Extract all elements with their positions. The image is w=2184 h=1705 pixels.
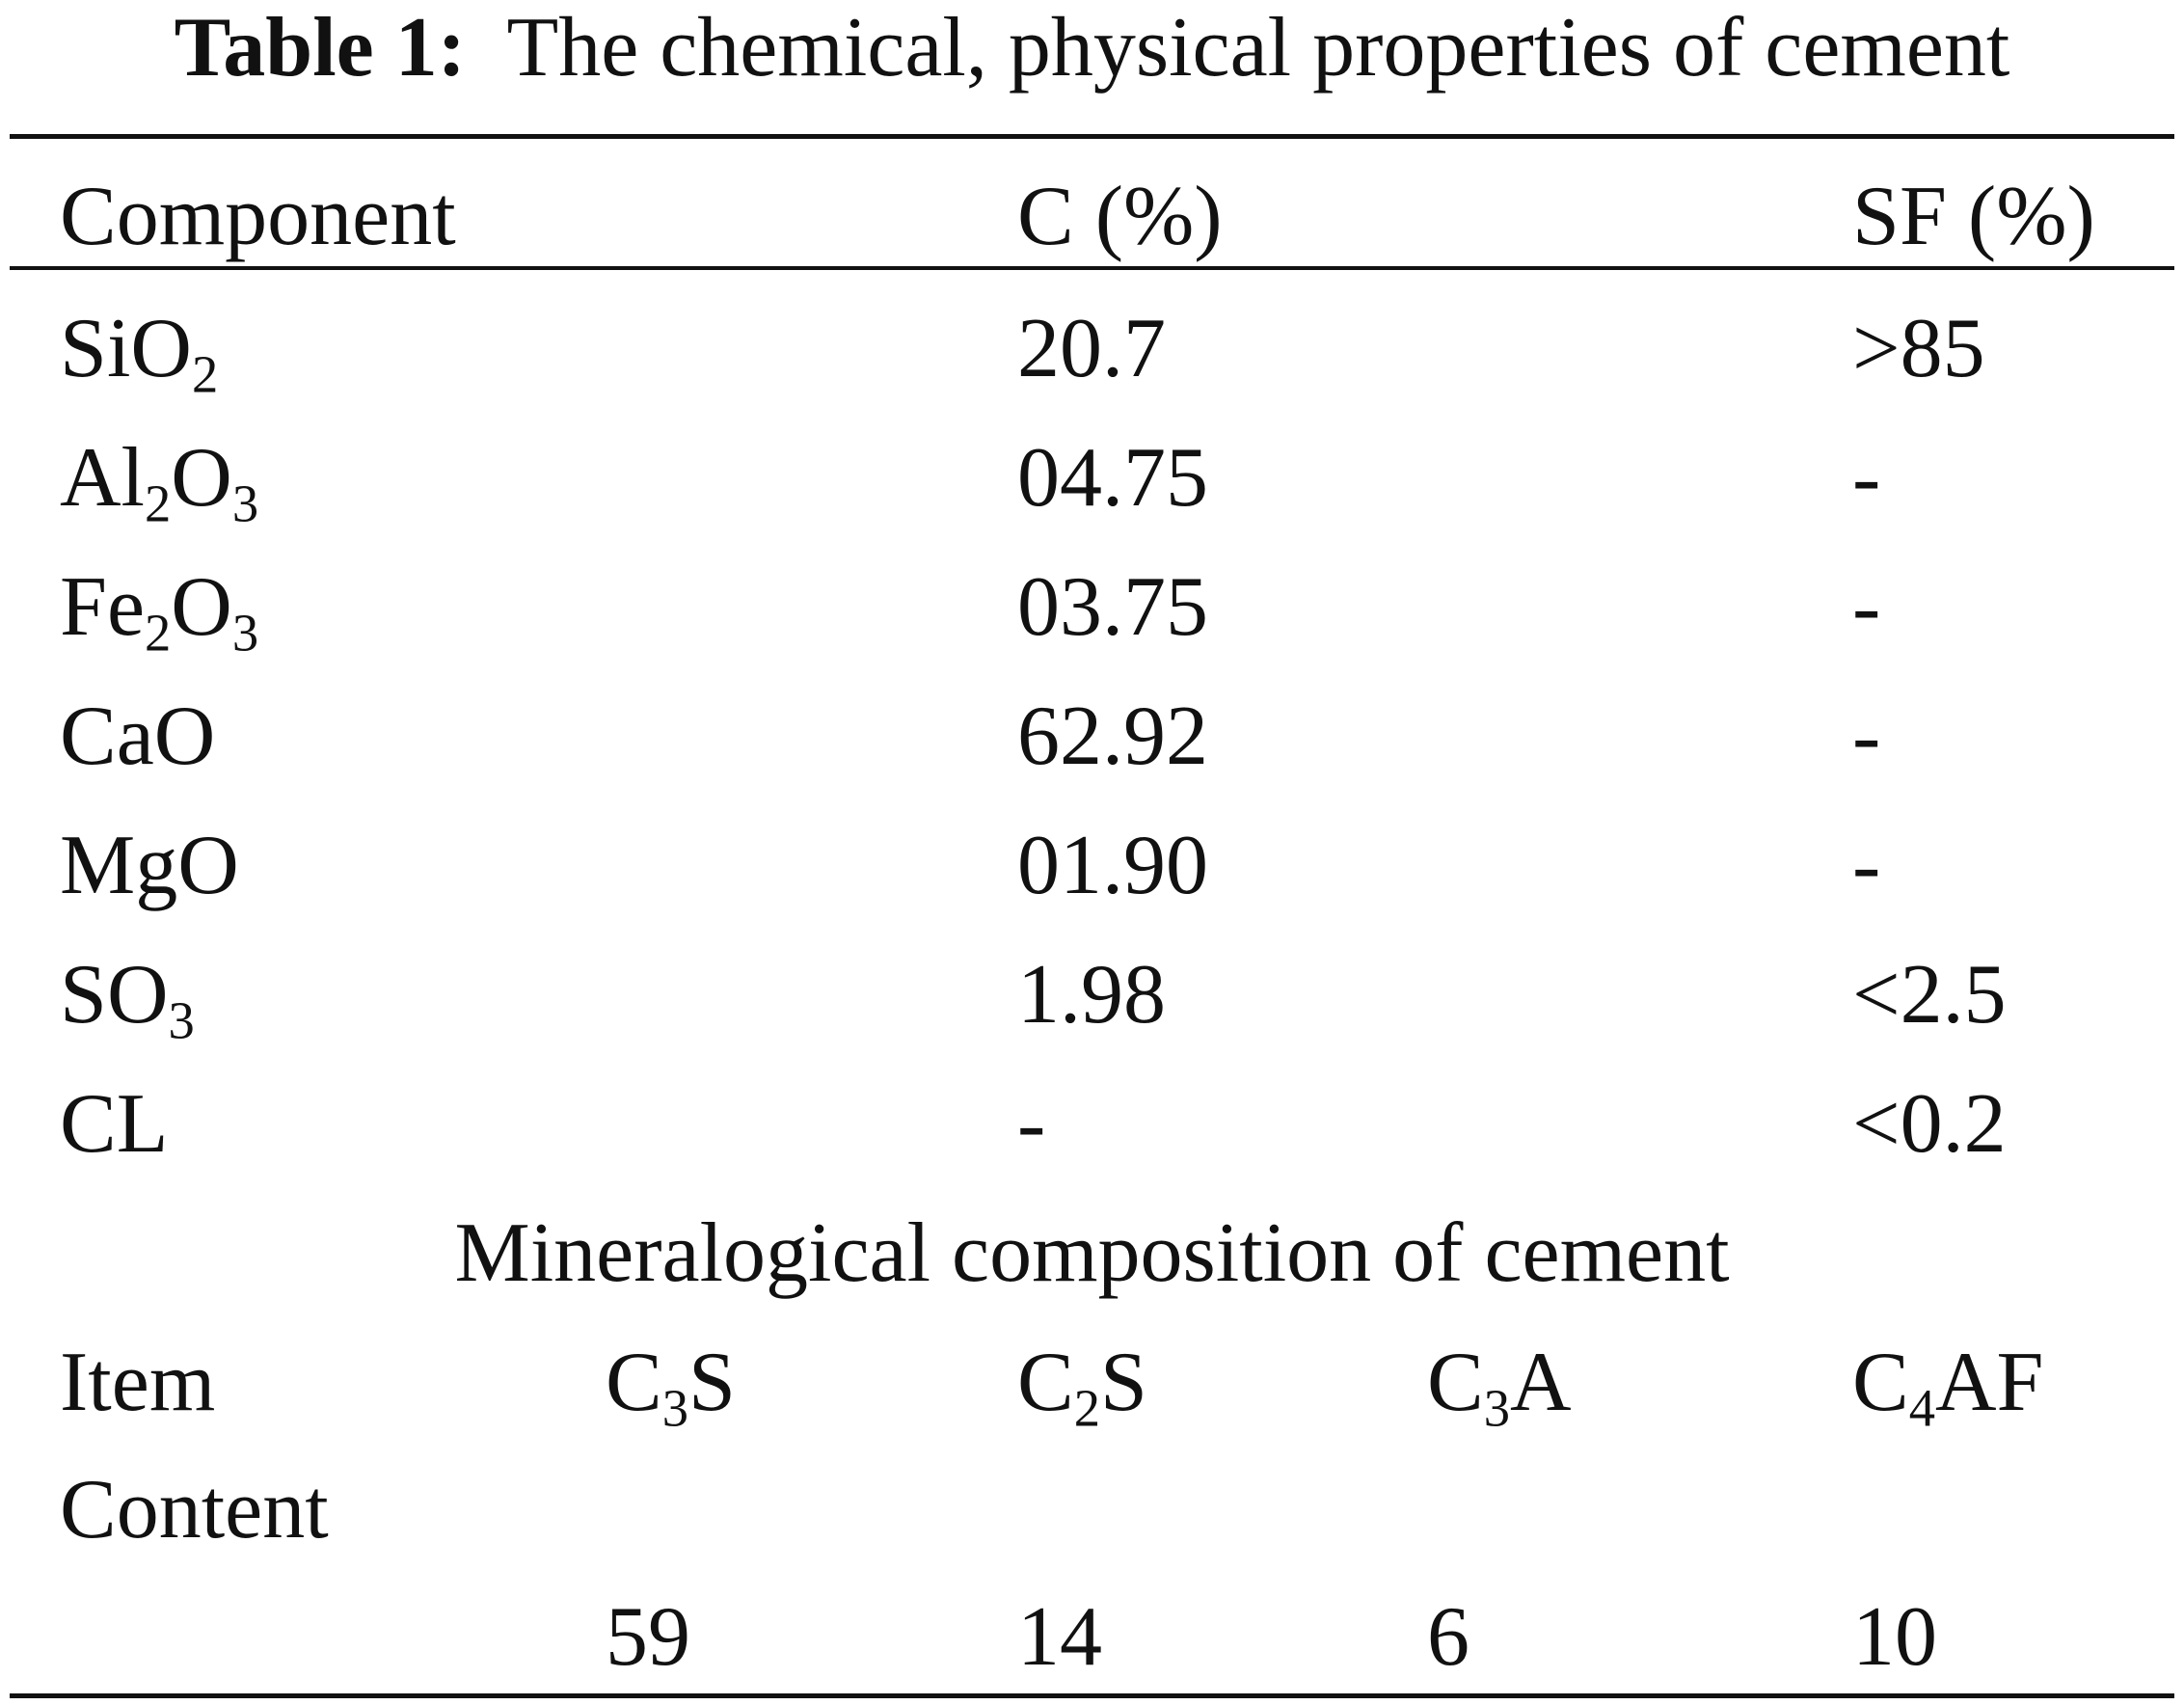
table-caption: Table 1: The chemical, physical properti… xyxy=(0,0,2184,96)
header-component: Component xyxy=(60,170,456,263)
header-c-percent: C (%) xyxy=(1017,170,1223,263)
table-row-component: SO3 xyxy=(60,948,195,1050)
mineral-content-value: 59 xyxy=(606,1590,690,1684)
table-header-rule xyxy=(10,266,2174,270)
table-row-component: CL xyxy=(60,1077,169,1171)
table-row-component: Fe2O3 xyxy=(60,560,259,663)
table-row-sf-value: - xyxy=(1852,431,1881,525)
mineral-item-header: C2S xyxy=(1017,1336,1147,1438)
mineral-item-header: C3A xyxy=(1427,1336,1572,1438)
table-row-component: MgO xyxy=(60,819,239,912)
table-row-sf-value: - xyxy=(1852,819,1881,912)
mineral-item-header: C3S xyxy=(606,1336,736,1438)
table-row-sf-value: - xyxy=(1852,690,1881,783)
table-row-sf-value: <2.5 xyxy=(1852,948,2007,1042)
mineral-section-title: Mineralogical composition of cement xyxy=(454,1206,1730,1300)
table-row-c-value: 01.90 xyxy=(1017,819,1208,912)
item-label: Item xyxy=(60,1336,216,1429)
table-bottom-rule xyxy=(10,1693,2174,1698)
mineral-item-header: C4AF xyxy=(1852,1336,2044,1438)
table-caption-text: The chemical, physical properties of cem… xyxy=(506,1,2010,95)
header-sf-percent: SF (%) xyxy=(1852,170,2095,263)
table-row-sf-value: - xyxy=(1852,560,1881,654)
table-top-rule xyxy=(10,134,2174,139)
table-row-c-value: 04.75 xyxy=(1017,431,1208,525)
table-row-sf-value: <0.2 xyxy=(1852,1077,2007,1171)
table-caption-label: Table 1: xyxy=(174,1,467,95)
table-row-c-value: - xyxy=(1017,1077,1046,1171)
table-row-sf-value: >85 xyxy=(1852,302,1985,395)
table-row-c-value: 62.92 xyxy=(1017,690,1208,783)
table-row-component: Al2O3 xyxy=(60,431,259,533)
table-row-c-value: 20.7 xyxy=(1017,302,1166,395)
mineral-content-value: 10 xyxy=(1852,1590,1937,1684)
table-row-component: CaO xyxy=(60,690,216,783)
table-row-c-value: 03.75 xyxy=(1017,560,1208,654)
table-row-c-value: 1.98 xyxy=(1017,948,1166,1042)
mineral-content-value: 6 xyxy=(1427,1590,1469,1684)
table-row-component: SiO2 xyxy=(60,302,219,404)
content-label: Content xyxy=(60,1463,329,1556)
mineral-content-value: 14 xyxy=(1017,1590,1102,1684)
